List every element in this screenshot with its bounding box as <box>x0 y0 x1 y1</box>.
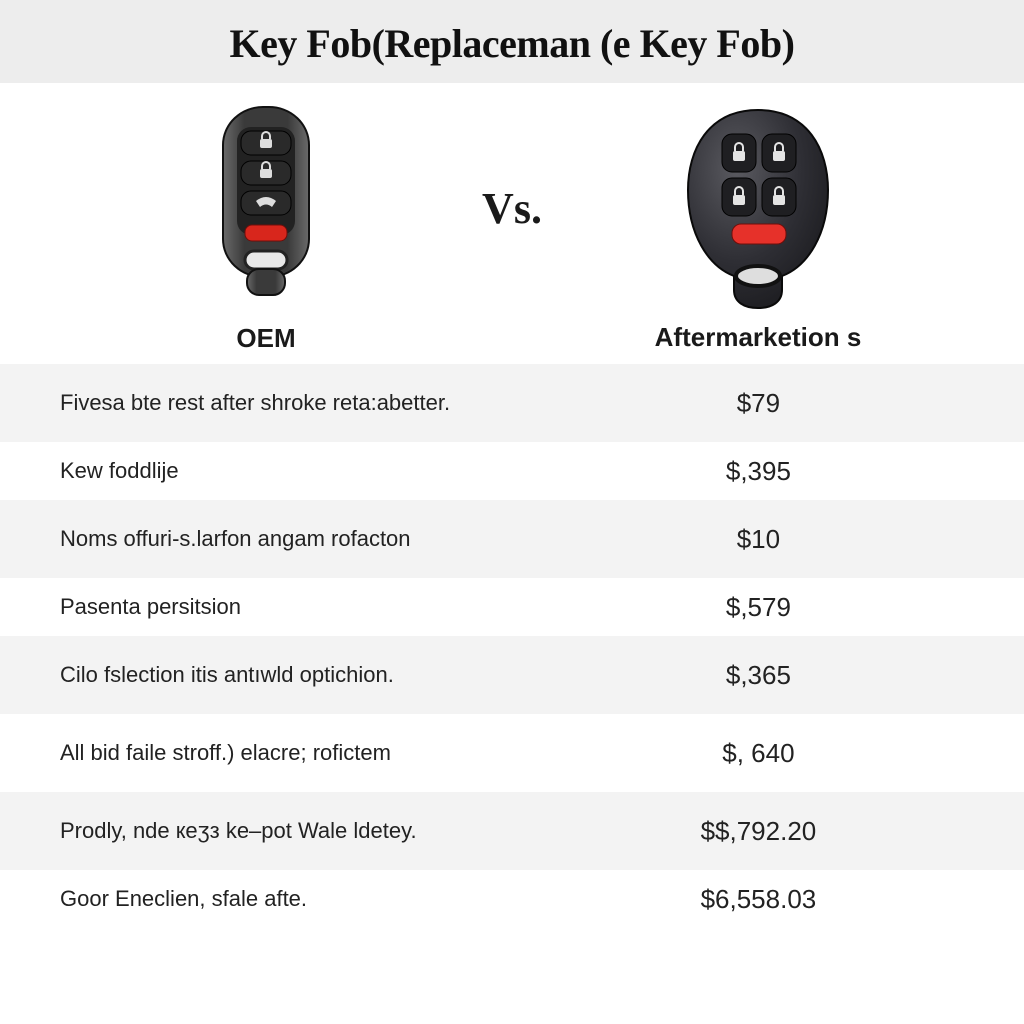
vs-label: Vs. <box>472 183 552 274</box>
hero-column-aftermarket: Aftermarketion s <box>552 104 964 353</box>
row-value: $,395 <box>553 456 964 487</box>
table-row: Fivesa bte rest after shroke reta:abette… <box>0 364 1024 442</box>
row-label: Goor Eneclien, sfale afte. <box>60 872 553 926</box>
row-value: $79 <box>553 388 964 419</box>
row-value: $, 640 <box>553 738 964 769</box>
row-label: Fivesa bte rest after shroke reta:abette… <box>60 376 553 430</box>
row-value: $10 <box>553 524 964 555</box>
row-value: $,579 <box>553 592 964 623</box>
table-row: Noms offuri-s.larfon angam rofacton$10 <box>0 500 1024 578</box>
table-row: Cilo fslection itis antıwld optichion.$,… <box>0 636 1024 714</box>
title-bar: Key Fob(Replaceman (e Key Fob) <box>0 0 1024 83</box>
aftermarket-label: Aftermarketion s <box>655 322 862 353</box>
table-row: Goor Eneclien, sfale afte.$6,558.03 <box>0 870 1024 928</box>
oem-label: OEM <box>236 323 295 354</box>
aftermarket-key-fob-icon <box>678 104 838 312</box>
row-value: $,365 <box>553 660 964 691</box>
hero-column-oem: OEM <box>60 103 472 354</box>
row-value: $6,558.03 <box>553 884 964 915</box>
row-label: Prodly, nde кeʒз ke–pot Wale ldetey. <box>60 804 553 858</box>
row-label: All bid faile stroff.) elacre; rofictem <box>60 726 553 780</box>
row-label: Kew foddlije <box>60 444 553 498</box>
row-value: $$,792.20 <box>553 816 964 847</box>
comparison-table: Fivesa bte rest after shroke reta:abette… <box>0 364 1024 928</box>
comparison-hero: OEM Vs. Aftermarketion s <box>0 83 1024 364</box>
oem-key-fob-icon <box>201 103 331 313</box>
table-row: Pasenta persitsion$,579 <box>0 578 1024 636</box>
page-title: Key Fob(Replaceman (e Key Fob) <box>40 20 984 67</box>
row-label: Noms offuri-s.larfon angam rofacton <box>60 512 553 566</box>
table-row: All bid faile stroff.) elacre; rofictem$… <box>0 714 1024 792</box>
row-label: Pasenta persitsion <box>60 580 553 634</box>
row-label: Cilo fslection itis antıwld optichion. <box>60 648 553 702</box>
table-row: Kew foddlije$,395 <box>0 442 1024 500</box>
table-row: Prodly, nde кeʒз ke–pot Wale ldetey.$$,7… <box>0 792 1024 870</box>
